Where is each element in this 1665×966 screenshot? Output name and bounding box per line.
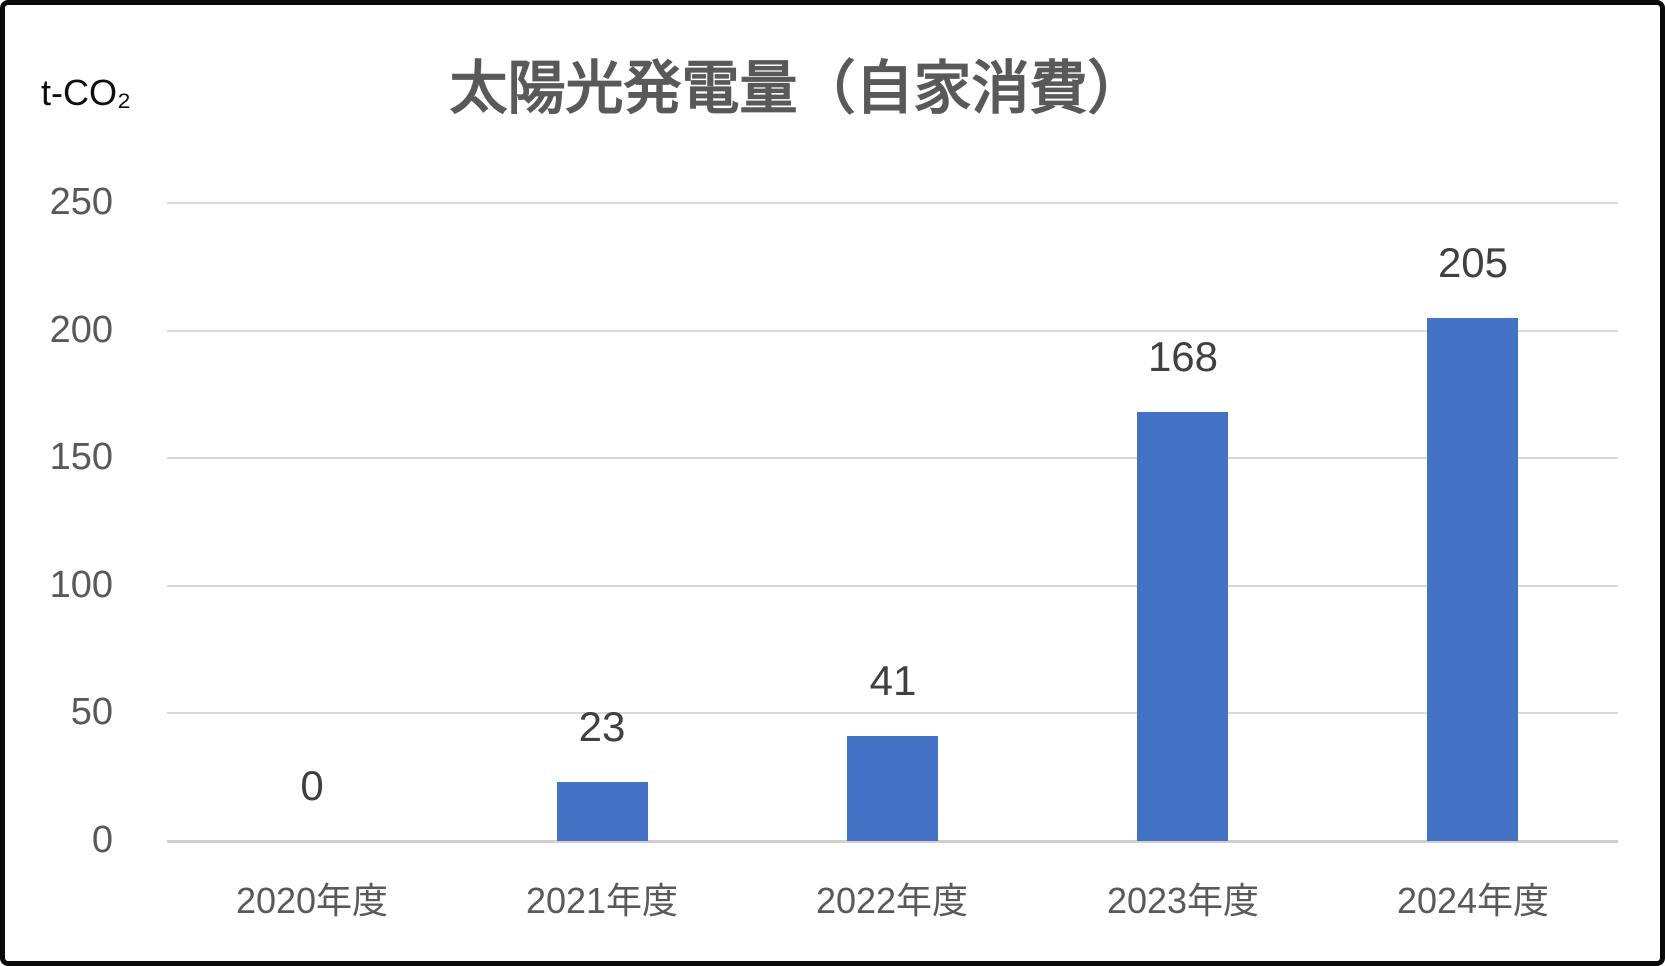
bar [557, 782, 648, 841]
bar-value-label: 0 [300, 762, 324, 809]
x-axis-label: 2022年度 [815, 880, 969, 921]
x-axis-label: 2021年度 [525, 880, 679, 921]
chart-title: 太陽光発電量（自家消費） [449, 56, 1146, 121]
bar-value-label: 23 [578, 703, 626, 750]
y-tick-label: 50 [70, 691, 113, 734]
x-axis-label: 2023年度 [1106, 880, 1260, 921]
x-axis-line [167, 840, 1618, 843]
gridline [167, 202, 1618, 204]
bar [1427, 318, 1518, 841]
y-tick-label: 200 [49, 309, 113, 352]
gridline [167, 330, 1618, 332]
y-tick-label: 250 [49, 181, 113, 224]
bar [847, 736, 938, 841]
y-tick-label: 100 [49, 564, 113, 607]
y-tick-label: 0 [91, 819, 113, 862]
bar-value-label: 168 [1147, 333, 1219, 380]
x-axis-label: 2024年度 [1396, 880, 1550, 921]
y-axis-unit-label: t-CO₂ [41, 72, 131, 113]
gridline [167, 712, 1618, 714]
bar-value-label: 41 [869, 657, 917, 704]
bar [1137, 412, 1228, 841]
gridline [167, 585, 1618, 587]
gridline [167, 457, 1618, 459]
x-axis-label: 2020年度 [235, 880, 389, 921]
bar-value-label: 205 [1437, 239, 1509, 286]
y-tick-label: 150 [49, 436, 113, 479]
